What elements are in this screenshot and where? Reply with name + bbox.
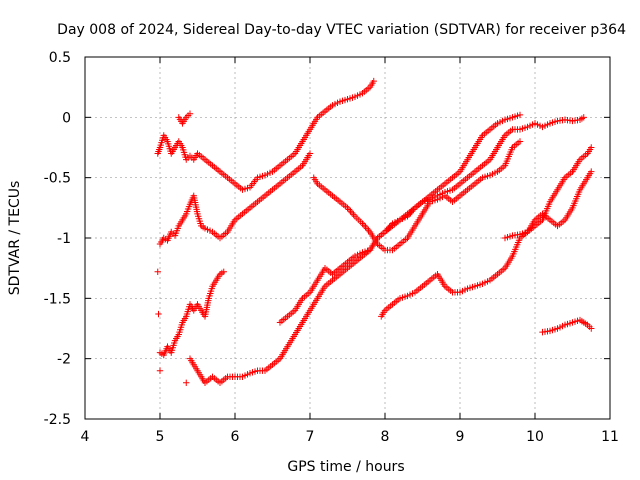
y-axis-label: SDTVAR / TECUs [7, 181, 23, 296]
ticks: 4 5 6 7 8 9 10 11 -2.5 -2 -1.5 -1 -0.5 0 0.5 [44, 50, 619, 445]
data-point [360, 222, 368, 229]
data-point [345, 206, 353, 213]
x-tick-label: 5 [156, 429, 165, 445]
series-arc-3 [156, 150, 314, 248]
y-tick-label: -2.5 [44, 412, 71, 428]
outlier-point [183, 379, 190, 386]
x-tick-label: 10 [526, 429, 544, 445]
data-point [347, 208, 354, 215]
y-tick-label: -2 [57, 352, 71, 368]
data-point [516, 138, 524, 145]
grid [85, 57, 610, 419]
series-arc-1 [154, 77, 377, 193]
data-point [580, 114, 587, 121]
data-point [363, 225, 371, 232]
chart-title: Day 008 of 2024, Sidereal Day-to-day VTE… [57, 22, 626, 38]
data-point [588, 144, 595, 151]
series-arc-6 [276, 114, 587, 326]
series-arc-8 [378, 168, 595, 320]
outlier-point [154, 268, 161, 275]
x-tick-label: 4 [81, 429, 90, 445]
series-arc-2 [175, 110, 194, 127]
data-point [306, 150, 314, 157]
x-tick-label: 7 [306, 429, 315, 445]
data-point [370, 77, 377, 85]
data-point [516, 111, 524, 119]
y-tick-label: -0.5 [44, 171, 71, 187]
data-point [362, 223, 369, 231]
series-arc-10 [539, 316, 595, 336]
outlier-point [156, 367, 164, 374]
x-tick-label: 8 [381, 429, 390, 445]
x-axis-label: GPS time / hours [287, 459, 404, 475]
y-tick-label: 0 [62, 110, 71, 126]
y-tick-label: -1.5 [44, 291, 71, 307]
series-arc-5 [186, 111, 524, 386]
x-tick-label: 9 [456, 429, 465, 445]
data-point [220, 268, 227, 275]
y-tick-label: -1 [57, 231, 71, 247]
data-point [588, 168, 595, 175]
series-arc-7 [310, 138, 524, 254]
data-point [350, 211, 357, 218]
x-tick-label: 6 [231, 429, 240, 445]
series-outliers [154, 268, 190, 386]
data-point [588, 325, 595, 332]
outlier-point [155, 310, 162, 318]
data-point [348, 209, 356, 217]
y-tick-label: 0.5 [49, 50, 71, 66]
data-point [186, 110, 194, 117]
data-point [365, 227, 372, 234]
x-tick-label: 11 [601, 429, 619, 445]
series-arc-4 [156, 268, 227, 359]
series-arc-9 [501, 144, 595, 242]
data-marks [154, 77, 595, 386]
